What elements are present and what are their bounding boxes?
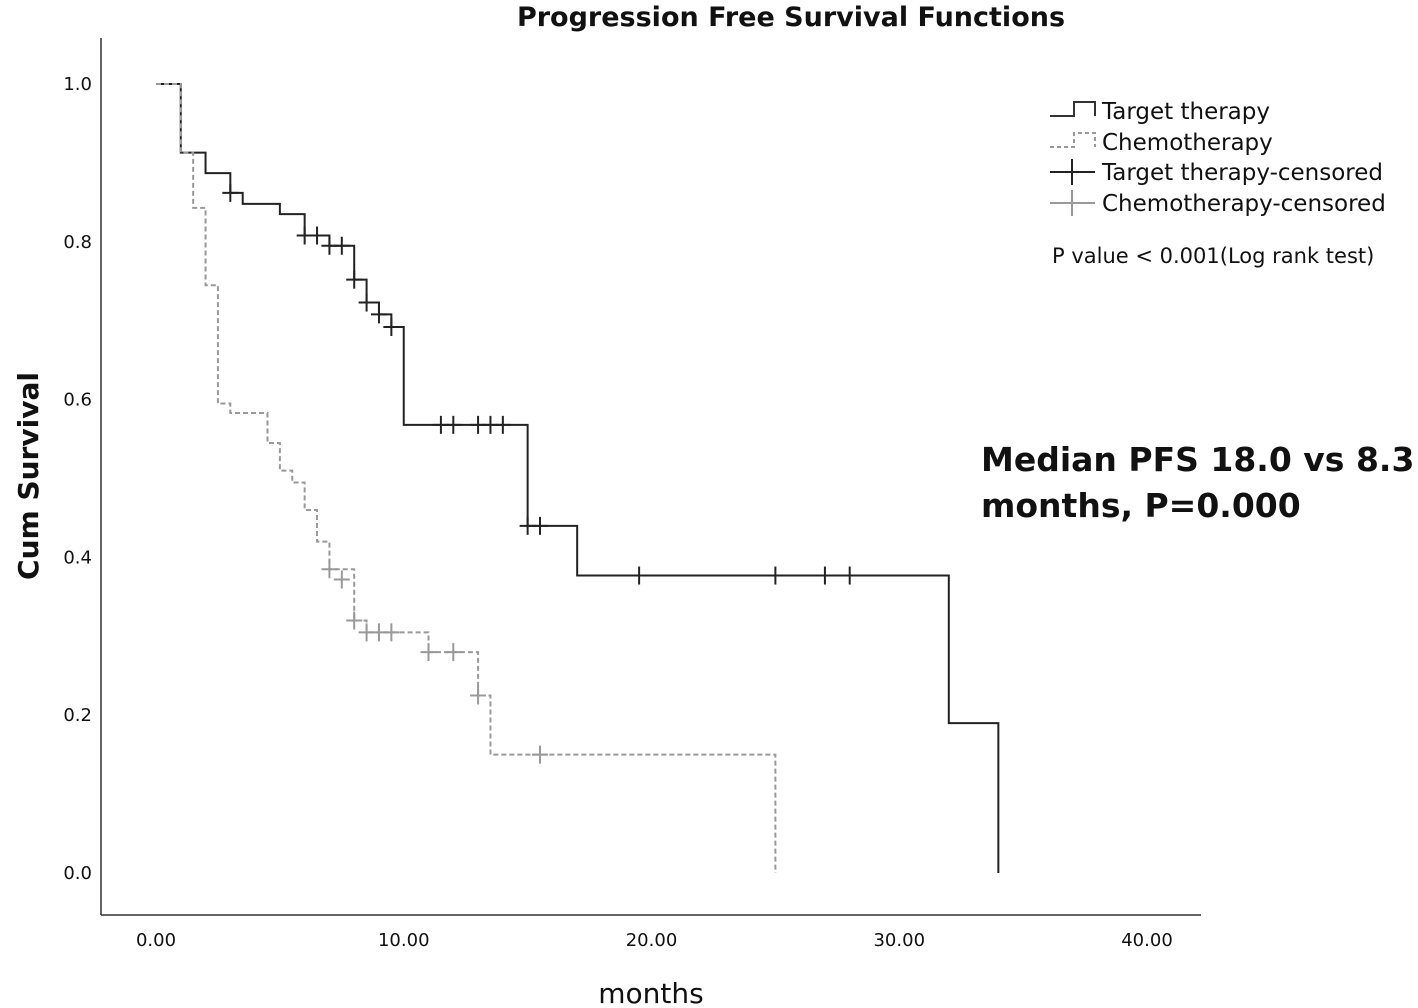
x-tick-labels: 0.00 10.00 20.00 30.00 40.00 bbox=[136, 930, 1173, 951]
legend-label-target-therapy-censored: Target therapy-censored bbox=[1101, 160, 1383, 186]
legend-item-target-therapy-censored: Target therapy-censored bbox=[1050, 159, 1383, 186]
legend-item-chemotherapy-censored: Chemotherapy-censored bbox=[1050, 190, 1386, 217]
y-tick-label: 0.6 bbox=[63, 390, 92, 411]
censor-mark-chemotherapy bbox=[470, 686, 487, 705]
plot-area bbox=[156, 83, 1000, 873]
censor-mark-target-therapy bbox=[532, 516, 549, 535]
y-tick-label: 0.8 bbox=[63, 232, 92, 253]
legend-label-chemotherapy-censored: Chemotherapy-censored bbox=[1102, 191, 1386, 217]
y-tick-label: 1.0 bbox=[63, 74, 92, 95]
y-tick-label: 0.2 bbox=[63, 705, 92, 726]
censor-mark-target-therapy bbox=[841, 566, 858, 585]
censor-mark-chemotherapy bbox=[383, 623, 400, 642]
censor-mark-chemotherapy bbox=[445, 643, 462, 662]
median-pfs-annotation-line-1: Median PFS 18.0 vs 8.3 bbox=[981, 440, 1414, 479]
censor-mark-chemotherapy bbox=[420, 643, 437, 662]
x-tick-label: 40.00 bbox=[1121, 930, 1173, 951]
x-tick-label: 30.00 bbox=[873, 930, 925, 951]
censor-mark-target-therapy bbox=[767, 566, 784, 585]
legend-swatch-chemotherapy bbox=[1050, 132, 1096, 148]
x-tick-label: 20.00 bbox=[626, 930, 678, 951]
censor-mark-target-therapy bbox=[816, 566, 833, 585]
censor-mark-target-therapy bbox=[309, 226, 326, 245]
legend-swatch-target-therapy bbox=[1050, 101, 1096, 117]
series-target-therapy bbox=[156, 83, 1000, 873]
legend-label-chemotherapy: Chemotherapy bbox=[1102, 130, 1273, 156]
censor-mark-chemotherapy bbox=[532, 745, 549, 764]
y-tick-label: 0.0 bbox=[63, 863, 92, 884]
x-tick-label: 10.00 bbox=[378, 930, 430, 951]
censor-mark-target-therapy bbox=[222, 183, 239, 202]
median-pfs-annotation-line-2: months, P=0.000 bbox=[981, 486, 1301, 525]
censor-mark-target-therapy bbox=[333, 236, 350, 255]
censor-mark-chemotherapy bbox=[346, 611, 363, 630]
censor-mark-target-therapy bbox=[445, 415, 462, 434]
censor-mark-target-therapy bbox=[358, 293, 375, 312]
x-axis-label: months bbox=[598, 977, 703, 1008]
series-chemotherapy bbox=[156, 83, 777, 873]
axes bbox=[100, 38, 1201, 916]
legend-item-target-therapy: Target therapy bbox=[1050, 99, 1270, 125]
y-axis-label: Cum Survival bbox=[12, 372, 45, 580]
chart-title: Progression Free Survival Functions bbox=[517, 2, 1065, 33]
legend-label-target-therapy: Target therapy bbox=[1101, 99, 1270, 125]
legend: Target therapy Chemotherapy Target thera… bbox=[1050, 99, 1386, 217]
censor-mark-chemotherapy bbox=[321, 560, 338, 579]
censor-mark-target-therapy bbox=[631, 566, 648, 585]
censor-mark-target-therapy bbox=[370, 305, 387, 324]
x-tick-label: 0.00 bbox=[136, 930, 176, 951]
censor-mark-target-therapy bbox=[383, 318, 400, 337]
censor-mark-chemotherapy bbox=[333, 570, 350, 589]
legend-item-chemotherapy: Chemotherapy bbox=[1050, 130, 1273, 156]
censor-mark-target-therapy bbox=[494, 415, 511, 434]
p-value-note: P value < 0.001(Log rank test) bbox=[1052, 244, 1374, 268]
y-tick-labels: 0.0 0.2 0.4 0.6 0.8 1.0 bbox=[63, 74, 92, 884]
y-tick-label: 0.4 bbox=[63, 547, 92, 568]
censor-mark-target-therapy bbox=[346, 270, 363, 289]
km-curve-chemotherapy bbox=[156, 83, 777, 873]
